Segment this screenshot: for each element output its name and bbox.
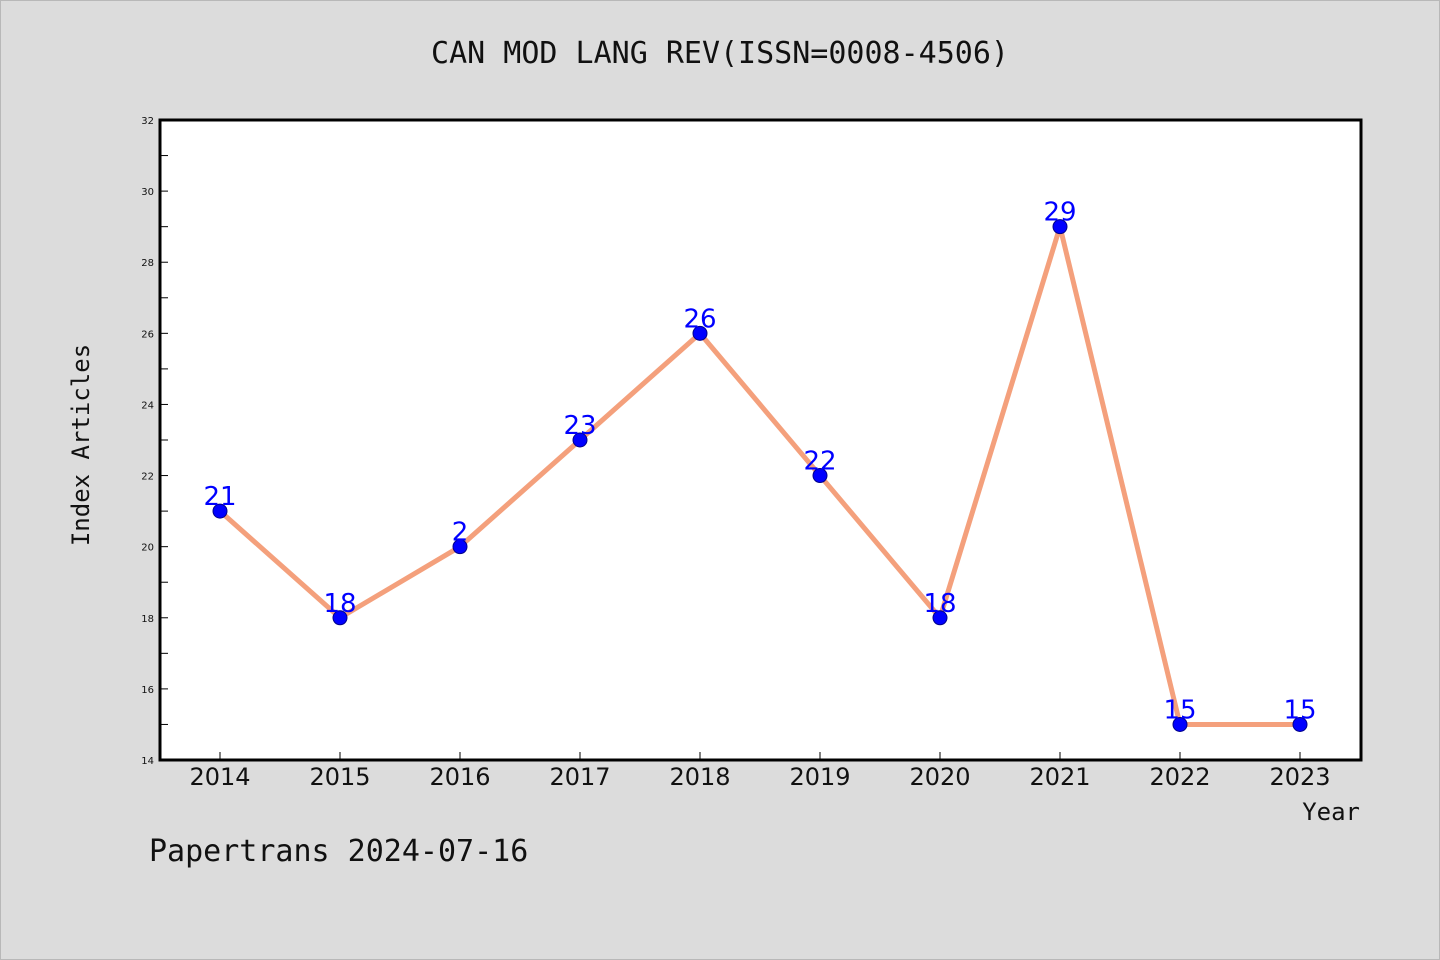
data-point-label: 22	[803, 447, 836, 477]
data-point-marker	[1052, 219, 1068, 235]
data-point-label: 23	[563, 411, 596, 441]
data-markers	[212, 219, 1308, 732]
data-point-marker	[692, 325, 708, 341]
x-axis-label: Year	[1302, 798, 1360, 826]
x-tick-label: 2018	[669, 763, 730, 791]
data-point-label: 15	[1163, 695, 1196, 725]
data-point-label: 29	[1043, 198, 1076, 228]
y-tick-label: 18	[141, 614, 154, 625]
data-point-label: 21	[203, 482, 236, 512]
data-point-label: 15	[1283, 695, 1316, 725]
data-point-label: 2	[452, 518, 469, 548]
y-axis-label: Index Articles	[67, 344, 95, 546]
data-point-marker	[1292, 716, 1308, 732]
x-tick-label: 2017	[549, 763, 610, 791]
y-tick-label: 28	[141, 258, 154, 269]
x-tick-label: 2023	[1269, 763, 1330, 791]
x-tick-label: 2020	[909, 763, 970, 791]
chart-title: CAN MOD LANG REV(ISSN=0008-4506)	[431, 36, 1009, 71]
data-point-marker	[452, 539, 468, 555]
data-point-label: 18	[323, 589, 356, 619]
x-tick-label: 2016	[429, 763, 490, 791]
y-tick-label: 30	[141, 187, 154, 198]
x-tick-label: 2022	[1149, 763, 1210, 791]
data-point-marker	[212, 503, 228, 519]
data-point-label: 26	[683, 304, 716, 334]
data-labels: 21 18 2 23 26 22 18 29 15 15	[203, 198, 1316, 726]
series-line	[218, 224, 1300, 727]
y-tick-label: 24	[141, 400, 154, 411]
y-tick-label: 20	[141, 543, 154, 554]
data-point-marker	[812, 468, 828, 484]
y-tick-label: 26	[141, 329, 154, 340]
y-axis-ticks: 14 16 18 20 22 24 26 28 30 32	[141, 116, 168, 767]
data-point-marker	[932, 610, 948, 626]
y-tick-label: 22	[141, 472, 154, 483]
y-tick-label: 32	[141, 116, 154, 127]
x-axis-ticks: 2014 2015 2016 2017 2018 2019 2020 2021 2022 2023	[189, 752, 1331, 791]
plot-area	[158, 118, 1363, 762]
x-tick-label: 2019	[789, 763, 850, 791]
x-tick-label: 2021	[1029, 763, 1090, 791]
x-tick-label: 2015	[309, 763, 370, 791]
data-point-marker	[332, 610, 348, 626]
x-tick-label: 2014	[189, 763, 250, 791]
data-point-marker	[1172, 716, 1188, 732]
data-point-marker	[572, 432, 588, 448]
footer-credit: Papertrans 2024-07-16	[149, 834, 529, 869]
y-tick-label: 16	[141, 685, 154, 696]
y-tick-label: 14	[141, 756, 154, 767]
data-point-label: 18	[923, 589, 956, 619]
